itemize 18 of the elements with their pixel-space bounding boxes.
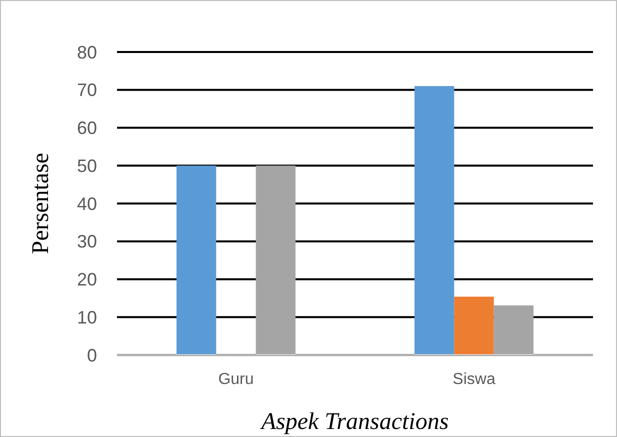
y-tick-label: 40 xyxy=(76,194,97,214)
y-tick-label: 50 xyxy=(76,156,97,176)
y-tick-label: 70 xyxy=(76,80,97,100)
y-tick-label: 80 xyxy=(76,42,97,62)
x-tick-label: Guru xyxy=(218,371,254,388)
bar xyxy=(256,166,296,355)
bar xyxy=(176,166,216,355)
y-tick-label: 30 xyxy=(76,232,97,252)
y-axis-title: Persentase xyxy=(28,152,54,254)
y-tick-label: 0 xyxy=(86,345,97,366)
bar xyxy=(494,305,534,355)
y-tick-label: 10 xyxy=(76,307,97,328)
y-tick-label: 20 xyxy=(76,270,97,290)
bar xyxy=(454,296,494,355)
x-axis-title: Aspek Transactions xyxy=(259,409,449,435)
y-tick-label: 60 xyxy=(76,118,97,138)
bar xyxy=(414,86,454,355)
x-tick-label: Siswa xyxy=(452,371,496,388)
